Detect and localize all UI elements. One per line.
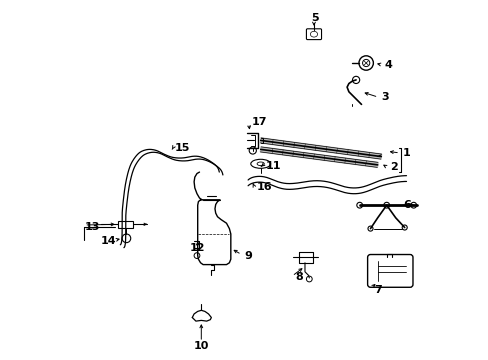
Text: 4: 4 <box>384 60 392 70</box>
Text: 2: 2 <box>389 162 397 172</box>
Circle shape <box>383 202 389 208</box>
Text: 14: 14 <box>101 236 116 246</box>
Text: 6: 6 <box>402 200 410 210</box>
Text: 15: 15 <box>174 143 189 153</box>
Circle shape <box>356 202 362 208</box>
Text: 1: 1 <box>402 148 410 158</box>
Text: 12: 12 <box>189 243 205 253</box>
Text: 8: 8 <box>294 272 302 282</box>
Text: 7: 7 <box>373 285 381 295</box>
Bar <box>118 221 133 228</box>
Circle shape <box>367 226 372 231</box>
Text: 3: 3 <box>381 92 388 102</box>
Text: 10: 10 <box>193 341 208 351</box>
Polygon shape <box>260 138 381 159</box>
Circle shape <box>410 202 416 208</box>
Polygon shape <box>260 147 377 167</box>
Circle shape <box>401 225 407 230</box>
Text: 16: 16 <box>257 182 272 192</box>
Text: 17: 17 <box>251 117 266 127</box>
Text: 11: 11 <box>265 161 281 171</box>
Text: 13: 13 <box>84 222 100 232</box>
Text: 5: 5 <box>310 13 318 23</box>
Text: 9: 9 <box>244 251 252 261</box>
